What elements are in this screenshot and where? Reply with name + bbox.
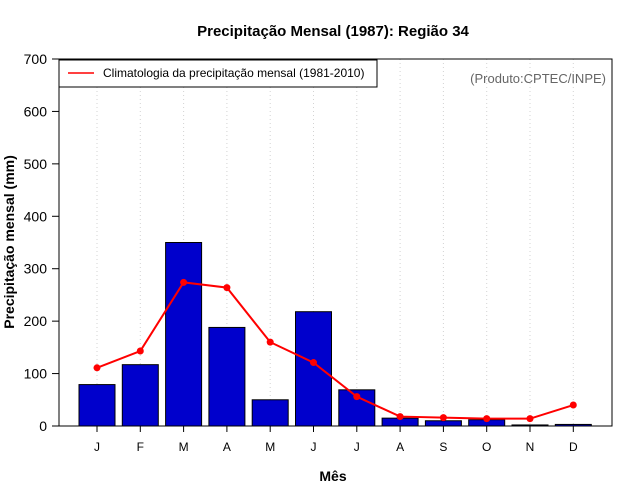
climatology-point-6 bbox=[310, 359, 317, 367]
y-tick-label: 500 bbox=[24, 156, 48, 172]
legend-entry: Climatologia da precipitação mensal (198… bbox=[103, 66, 364, 80]
y-tick-label: 300 bbox=[24, 261, 48, 277]
climatology-point-4 bbox=[223, 284, 231, 292]
x-tick-label: A bbox=[223, 440, 231, 454]
climatology-point-10 bbox=[483, 415, 491, 423]
x-tick-label: M bbox=[265, 440, 275, 454]
x-tick-label: O bbox=[482, 440, 491, 454]
climatology-point-12 bbox=[569, 401, 577, 409]
x-tick-label: A bbox=[396, 440, 404, 454]
bar-6 bbox=[295, 311, 332, 427]
climatology-point-3 bbox=[180, 278, 188, 286]
x-tick-label: J bbox=[354, 440, 360, 454]
x-tick-label: J bbox=[94, 440, 100, 454]
climatology-point-2 bbox=[136, 347, 144, 355]
x-tick-label: J bbox=[311, 440, 317, 454]
bar-2 bbox=[121, 364, 159, 427]
y-tick-label: 700 bbox=[24, 51, 48, 67]
bars-group bbox=[78, 242, 592, 427]
y-tick-label: 600 bbox=[24, 103, 48, 119]
bar-9 bbox=[424, 420, 462, 427]
x-tick-label: D bbox=[569, 440, 578, 454]
plot-frame bbox=[58, 58, 613, 427]
y-tick-label: 100 bbox=[24, 366, 48, 382]
x-axis-label: Mês bbox=[319, 468, 346, 484]
climatology-line-group bbox=[93, 278, 577, 423]
x-tick-label: N bbox=[526, 440, 535, 454]
source-annotation: (Produto:CPTEC/INPE) bbox=[470, 71, 606, 86]
y-tick-label: 400 bbox=[24, 208, 48, 224]
climatology-point-11 bbox=[526, 415, 534, 423]
bar-3 bbox=[165, 242, 203, 427]
y-tick-label: 0 bbox=[39, 418, 47, 434]
y-tick-label: 200 bbox=[24, 313, 48, 329]
bar-4 bbox=[208, 326, 246, 427]
legend: Climatologia da precipitação mensal (198… bbox=[58, 59, 378, 88]
climatology-point-7 bbox=[353, 393, 361, 401]
climatology-line bbox=[96, 281, 574, 420]
bar-5 bbox=[251, 399, 289, 427]
climatology-point-5 bbox=[266, 338, 274, 346]
legend-box bbox=[58, 59, 378, 88]
y-axis: 0 100 200 300 400 500 600 700 bbox=[24, 51, 59, 434]
climatology-point-1 bbox=[93, 364, 101, 372]
y-axis-label: Precipitação mensal (mm) bbox=[1, 155, 17, 329]
x-tick-label: S bbox=[439, 440, 447, 454]
bar-1 bbox=[78, 384, 116, 427]
x-tick-label: F bbox=[137, 440, 144, 454]
x-tick-label: M bbox=[179, 440, 189, 454]
chart-title: Precipitação Mensal (1987): Região 34 bbox=[197, 23, 469, 40]
climatology-point-9 bbox=[439, 414, 447, 422]
climatology-point-8 bbox=[396, 413, 404, 421]
